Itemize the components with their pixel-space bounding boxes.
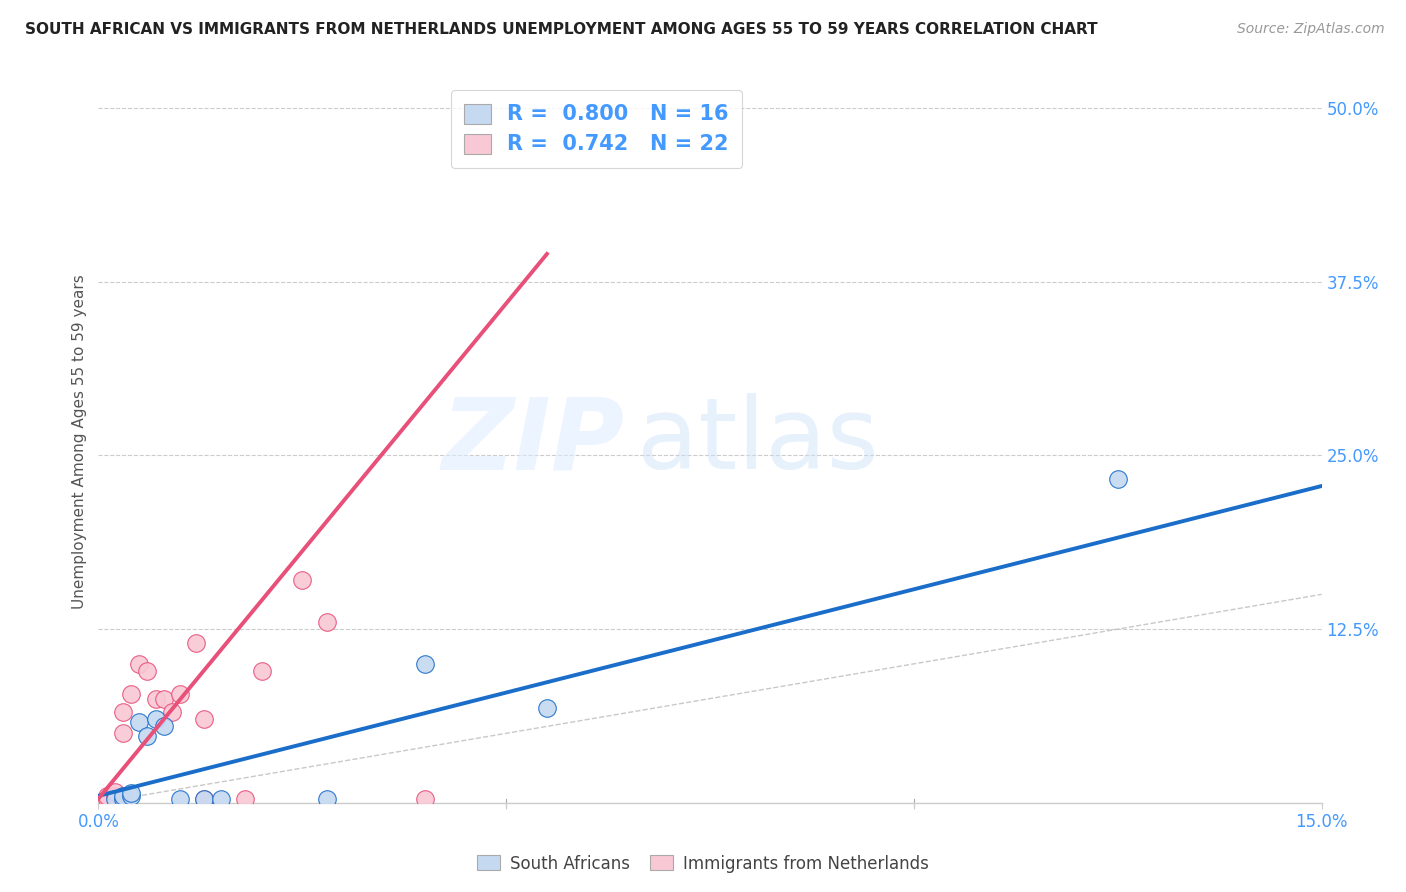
Point [145, 713, 167, 727]
Point [145, 691, 167, 706]
Point [104, 785, 127, 799]
Y-axis label: Unemployment Among Ages 55 to 59 years: Unemployment Among Ages 55 to 59 years [72, 274, 87, 609]
Point [169, 791, 191, 805]
Point [233, 791, 256, 805]
Point [193, 713, 215, 727]
Point [104, 791, 127, 805]
Point [160, 706, 183, 720]
Point [1107, 472, 1129, 486]
Point [209, 791, 232, 805]
Point [120, 786, 142, 800]
Point [96, 789, 118, 803]
Legend: R =  0.800   N = 16, R =  0.742   N = 22: R = 0.800 N = 16, R = 0.742 N = 22 [451, 90, 742, 168]
Point [250, 664, 273, 678]
Point [136, 664, 159, 678]
Text: ZIP: ZIP [441, 393, 624, 490]
Point [111, 789, 134, 803]
Point [193, 791, 215, 805]
Point [111, 706, 134, 720]
Point [186, 636, 208, 650]
Point [128, 657, 150, 671]
Text: Source: ZipAtlas.com: Source: ZipAtlas.com [1237, 22, 1385, 37]
Point [413, 791, 436, 805]
Point [152, 719, 174, 733]
Point [104, 789, 127, 803]
Point [536, 701, 558, 715]
Legend: South Africans, Immigrants from Netherlands: South Africans, Immigrants from Netherla… [470, 848, 936, 880]
Point [111, 791, 134, 805]
Point [315, 615, 337, 630]
Point [120, 789, 142, 803]
Point [413, 657, 436, 671]
Point [169, 687, 191, 701]
Point [128, 715, 150, 730]
Text: atlas: atlas [637, 393, 879, 490]
Point [111, 726, 134, 740]
Point [136, 729, 159, 743]
Point [193, 791, 215, 805]
Point [315, 791, 337, 805]
Point [152, 691, 174, 706]
Point [111, 789, 134, 803]
Point [120, 687, 142, 701]
Point [291, 574, 314, 588]
Point [96, 791, 118, 805]
Text: SOUTH AFRICAN VS IMMIGRANTS FROM NETHERLANDS UNEMPLOYMENT AMONG AGES 55 TO 59 YE: SOUTH AFRICAN VS IMMIGRANTS FROM NETHERL… [25, 22, 1098, 37]
